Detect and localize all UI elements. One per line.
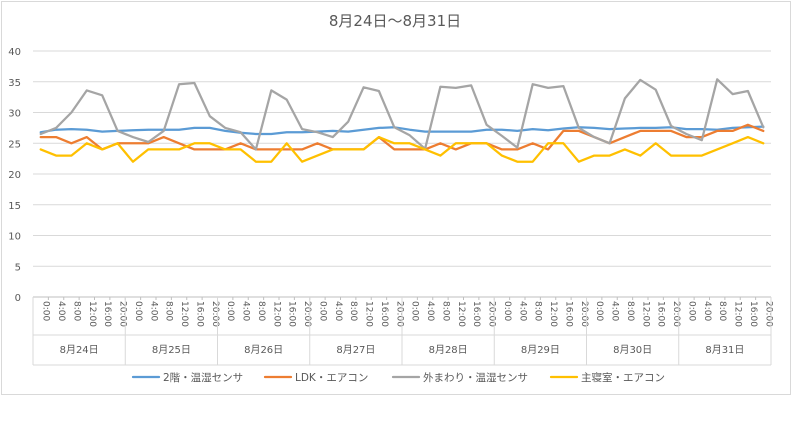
x-tick-label: 0:00 [317, 301, 327, 321]
gridlines [33, 50, 771, 298]
x-tick-label: 20:00 [671, 301, 681, 327]
series-line-1 [39, 125, 765, 136]
x-tick-label: 16:00 [471, 301, 481, 327]
y-tick-label: 40 [8, 47, 21, 58]
day-label: 8月25日 [152, 344, 191, 356]
x-tick-label: 8:00 [533, 301, 543, 321]
x-tick-label: 12:00 [364, 301, 374, 327]
y-tick-label: 20 [8, 170, 21, 181]
legend-label: 外まわり・温湿センサ [423, 372, 528, 384]
x-tick-label: 16:00 [102, 301, 112, 327]
x-tick-label: 20:00 [302, 301, 312, 327]
x-tick-label: 8:00 [348, 301, 358, 321]
x-tick-label: 20:00 [210, 301, 220, 327]
y-tick-label: 35 [8, 78, 21, 89]
series-line-2 [39, 123, 765, 151]
x-tick-label: 8:00 [440, 301, 450, 321]
legend: 2階・温湿センサ LDK・エアコン 外まわり・温湿センサ 主寝室・エアコン [131, 371, 665, 384]
x-tick-label: 4:00 [148, 301, 158, 321]
x-tick-label: 0:00 [410, 301, 420, 321]
x-tick-label: 12:00 [456, 301, 466, 327]
day-label: 8月28日 [429, 344, 468, 356]
y-tick-label: 5 [15, 262, 21, 273]
x-tick-label: 8:00 [717, 301, 727, 321]
x-tick-label: 16:00 [748, 301, 758, 327]
x-tick-label: 20:00 [118, 301, 128, 327]
x-tick-label: 16:00 [287, 301, 297, 327]
x-tick-label: 0:00 [594, 301, 604, 321]
x-tick-label: 0:00 [133, 301, 143, 321]
y-tick-label: 15 [8, 201, 21, 212]
y-tick-label: 25 [8, 139, 21, 150]
x-axis: 0:00 4:00 8:00 12:00 16:00 20:00 0:00 4:00 8:00 1… [32, 297, 773, 366]
x-tick-label: 12:00 [733, 301, 743, 327]
x-tick-label: 16:00 [563, 301, 573, 327]
chart-title: 8月24日～8月31日 [328, 12, 462, 30]
legend-label: LDK・エアコン [295, 372, 368, 384]
x-tick-label: 16:00 [379, 301, 389, 327]
x-tick-label: 8:00 [625, 301, 635, 321]
day-label: 8月24日 [60, 344, 99, 356]
x-tick-label: 8:00 [71, 301, 81, 321]
x-tick-label: 4:00 [333, 301, 343, 321]
day-label: 8月30日 [613, 344, 652, 356]
x-tick-label: 4:00 [517, 301, 527, 321]
legend-label: 2階・温湿センサ [163, 372, 243, 384]
x-tick-label: 20:00 [487, 301, 497, 327]
x-tick-label: 12:00 [548, 301, 558, 327]
x-tick-label: 20:00 [763, 301, 773, 327]
x-tick-label: 12:00 [271, 301, 281, 327]
x-tick-label: 0:00 [502, 301, 512, 321]
x-tick-label: 16:00 [656, 301, 666, 327]
x-tick-label: 4:00 [56, 301, 66, 321]
x-tick-label: 4:00 [241, 301, 251, 321]
y-tick-label: 0 [15, 293, 21, 304]
day-label: 8月26日 [244, 344, 283, 356]
x-tick-label: 20:00 [579, 301, 589, 327]
x-tick-label: 8:00 [164, 301, 174, 321]
x-tick-label: 0:00 [225, 301, 235, 321]
x-tick-label: 4:00 [702, 301, 712, 321]
chart-frame [1, 1, 791, 395]
x-tick-label: 12:00 [640, 301, 650, 327]
day-label: 8月29日 [521, 344, 560, 356]
x-tick-label: 0:00 [686, 301, 696, 321]
day-label: 8月31日 [705, 344, 744, 356]
x-tick-label: 0:00 [41, 301, 51, 321]
series-line-3 [39, 78, 765, 151]
series-line-4 [39, 135, 765, 163]
x-tick-label: 4:00 [610, 301, 620, 321]
legend-label: 主寝室・エアコン [581, 371, 665, 384]
y-tick-label: 10 [8, 232, 21, 243]
x-tick-label: 16:00 [194, 301, 204, 327]
x-tick-label: 20:00 [394, 301, 404, 327]
day-label: 8月27日 [336, 344, 375, 356]
x-tick-label: 8:00 [256, 301, 266, 321]
y-axis: 0 5 10 15 20 25 30 35 40 [8, 47, 21, 304]
x-tick-label: 12:00 [179, 301, 189, 327]
x-tick-label: 12:00 [87, 301, 97, 327]
x-tick-label: 4:00 [425, 301, 435, 321]
y-tick-label: 30 [8, 109, 21, 120]
series-lines [39, 78, 765, 163]
